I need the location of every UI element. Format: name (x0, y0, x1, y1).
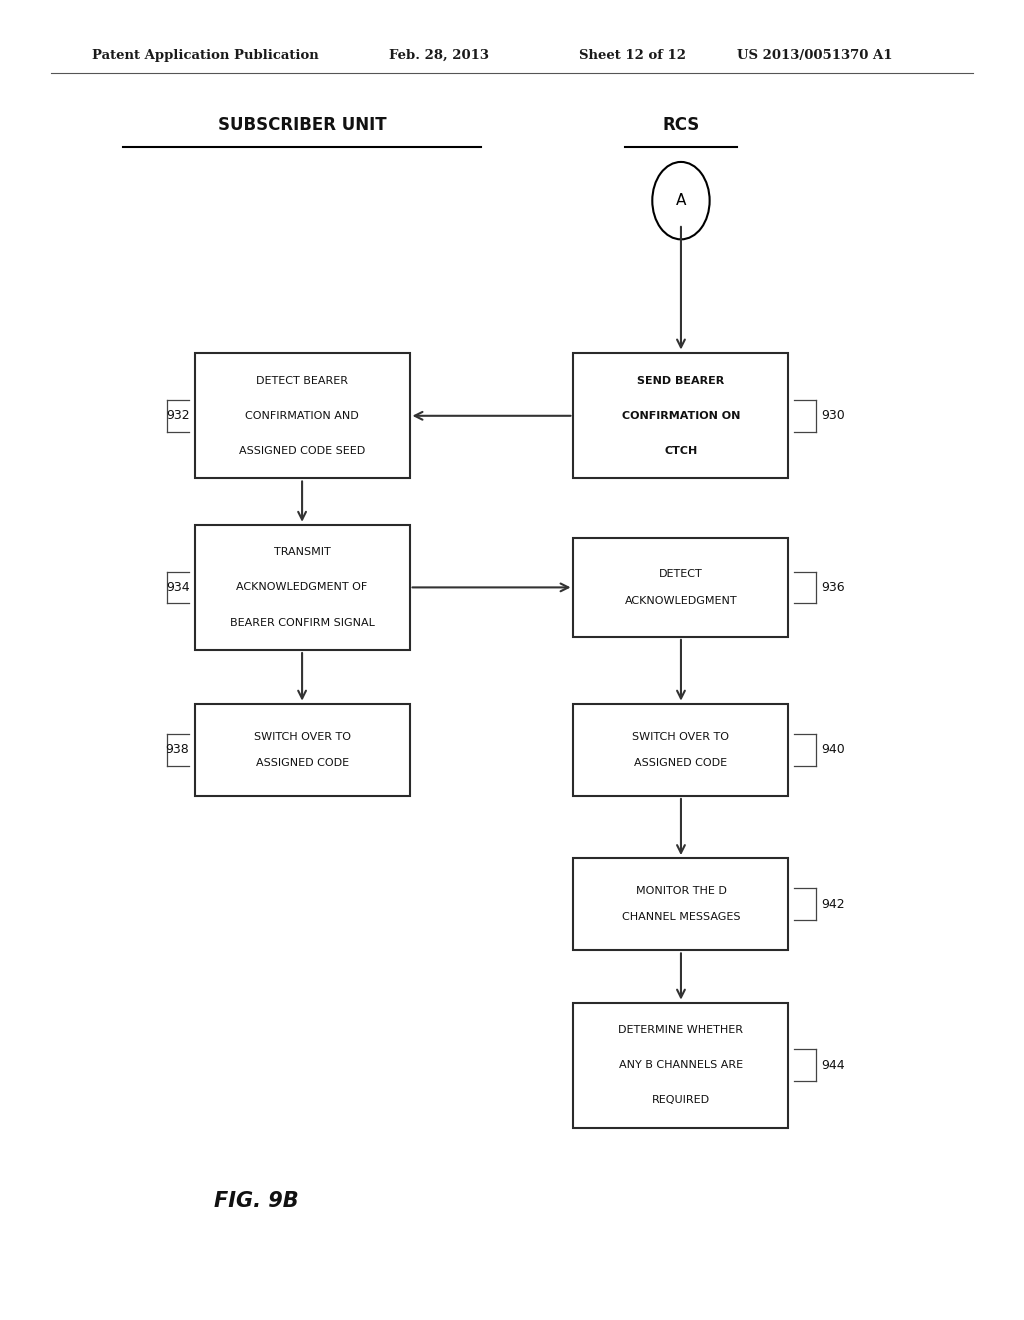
Text: BEARER CONFIRM SIGNAL: BEARER CONFIRM SIGNAL (229, 618, 375, 627)
Text: 934: 934 (166, 581, 189, 594)
Text: CHANNEL MESSAGES: CHANNEL MESSAGES (622, 912, 740, 923)
Text: SWITCH OVER TO: SWITCH OVER TO (633, 731, 729, 742)
Text: ANY B CHANNELS ARE: ANY B CHANNELS ARE (618, 1060, 743, 1071)
FancyBboxPatch shape (195, 524, 410, 649)
FancyBboxPatch shape (573, 1003, 788, 1127)
Text: 936: 936 (821, 581, 845, 594)
Ellipse shape (652, 162, 710, 239)
FancyBboxPatch shape (195, 352, 410, 478)
Text: 932: 932 (166, 409, 189, 422)
Text: ASSIGNED CODE: ASSIGNED CODE (256, 758, 348, 768)
Text: Sheet 12 of 12: Sheet 12 of 12 (579, 49, 685, 62)
Text: FIG. 9B: FIG. 9B (214, 1191, 298, 1212)
Text: 940: 940 (821, 743, 845, 756)
Text: SEND BEARER: SEND BEARER (637, 376, 725, 385)
Text: ACKNOWLEDGMENT: ACKNOWLEDGMENT (625, 597, 737, 606)
Text: TRANSMIT: TRANSMIT (273, 548, 331, 557)
Text: ASSIGNED CODE: ASSIGNED CODE (635, 758, 727, 768)
Text: DETECT: DETECT (659, 569, 702, 578)
Text: Patent Application Publication: Patent Application Publication (92, 49, 318, 62)
Text: DETERMINE WHETHER: DETERMINE WHETHER (618, 1026, 743, 1035)
Text: 942: 942 (821, 898, 845, 911)
Text: ACKNOWLEDGMENT OF: ACKNOWLEDGMENT OF (237, 582, 368, 593)
Text: REQUIRED: REQUIRED (652, 1096, 710, 1105)
Text: CONFIRMATION AND: CONFIRMATION AND (245, 411, 359, 421)
Text: RCS: RCS (663, 116, 699, 135)
Text: 930: 930 (821, 409, 845, 422)
Text: Feb. 28, 2013: Feb. 28, 2013 (389, 49, 489, 62)
Text: DETECT BEARER: DETECT BEARER (256, 376, 348, 385)
Text: 938: 938 (166, 743, 189, 756)
Text: SUBSCRIBER UNIT: SUBSCRIBER UNIT (218, 116, 386, 135)
FancyBboxPatch shape (573, 704, 788, 796)
FancyBboxPatch shape (195, 704, 410, 796)
FancyBboxPatch shape (573, 352, 788, 478)
Text: SWITCH OVER TO: SWITCH OVER TO (254, 731, 350, 742)
Text: US 2013/0051370 A1: US 2013/0051370 A1 (737, 49, 893, 62)
Text: CONFIRMATION ON: CONFIRMATION ON (622, 411, 740, 421)
Text: CTCH: CTCH (665, 446, 697, 455)
Text: MONITOR THE D: MONITOR THE D (636, 886, 726, 896)
Text: A: A (676, 193, 686, 209)
Text: 944: 944 (821, 1059, 845, 1072)
Text: ASSIGNED CODE SEED: ASSIGNED CODE SEED (239, 446, 366, 455)
FancyBboxPatch shape (573, 858, 788, 950)
FancyBboxPatch shape (573, 539, 788, 636)
